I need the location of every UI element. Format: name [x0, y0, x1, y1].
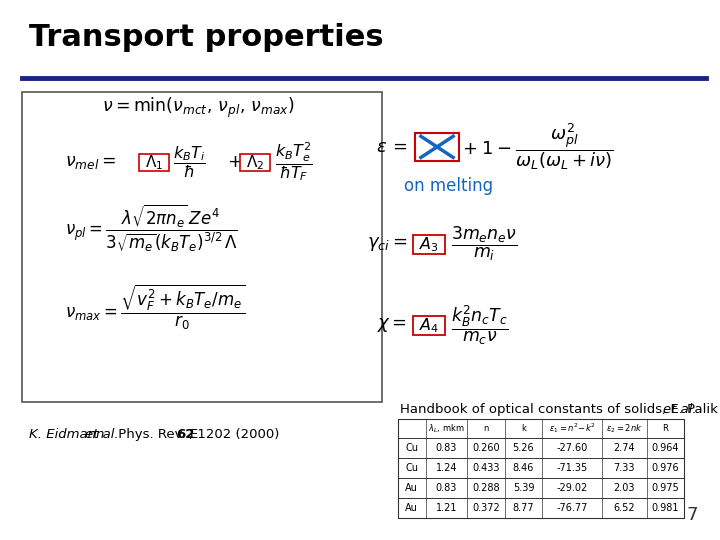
Text: -27.60: -27.60	[557, 443, 588, 454]
FancyBboxPatch shape	[22, 92, 382, 402]
Text: 0.372: 0.372	[472, 503, 500, 514]
Text: $+\; 1 - \dfrac{\omega_{pl}^2}{\omega_L(\omega_L + i\nu)}$: $+\; 1 - \dfrac{\omega_{pl}^2}{\omega_L(…	[462, 122, 614, 172]
FancyBboxPatch shape	[415, 133, 459, 161]
Text: 7: 7	[687, 506, 698, 524]
Text: Cu: Cu	[405, 463, 418, 474]
Text: 1.24: 1.24	[436, 463, 457, 474]
Text: $\varepsilon_2 = 2nk$: $\varepsilon_2 = 2nk$	[606, 422, 642, 435]
Text: $\Lambda_1$: $\Lambda_1$	[145, 153, 163, 172]
Text: Phys. Rev. E: Phys. Rev. E	[114, 428, 202, 441]
Text: 0.433: 0.433	[472, 463, 500, 474]
FancyBboxPatch shape	[139, 154, 169, 171]
Text: k: k	[521, 424, 526, 433]
Text: -71.35: -71.35	[557, 463, 588, 474]
Text: 0.260: 0.260	[472, 443, 500, 454]
Text: 0.83: 0.83	[436, 483, 457, 494]
FancyBboxPatch shape	[413, 316, 445, 335]
Text: -29.02: -29.02	[557, 483, 588, 494]
Text: $A_3$: $A_3$	[419, 235, 439, 254]
Text: 1.21: 1.21	[436, 503, 457, 514]
Text: Au: Au	[405, 483, 418, 494]
Text: 5.26: 5.26	[513, 443, 534, 454]
Text: $\dfrac{k_B^2 n_c T_c}{m_c \nu}$: $\dfrac{k_B^2 n_c T_c}{m_c \nu}$	[451, 303, 508, 347]
Text: Transport properties: Transport properties	[29, 23, 384, 52]
Text: $\dfrac{k_B T_i}{\hbar}$: $\dfrac{k_B T_i}{\hbar}$	[173, 144, 205, 180]
Text: $\varepsilon\, =$: $\varepsilon\, =$	[377, 138, 408, 156]
Text: n: n	[483, 424, 489, 433]
Text: 62: 62	[176, 428, 194, 441]
Text: et al.: et al.	[85, 428, 119, 441]
Text: 0.83: 0.83	[436, 443, 457, 454]
Text: 7.33: 7.33	[613, 463, 635, 474]
Text: $\dfrac{k_B T_e^2}{\hbar T_F}$: $\dfrac{k_B T_e^2}{\hbar T_F}$	[275, 140, 313, 184]
Text: $\nu_{mel} =$: $\nu_{mel} =$	[65, 153, 116, 171]
Text: 0.981: 0.981	[652, 503, 679, 514]
Text: $\gamma_{ci} =$: $\gamma_{ci} =$	[367, 235, 408, 253]
Text: 2.74: 2.74	[613, 443, 635, 454]
Text: K. Eidmann: K. Eidmann	[29, 428, 109, 441]
Text: Au: Au	[405, 503, 418, 514]
FancyBboxPatch shape	[240, 154, 270, 171]
Text: et al.: et al.	[663, 403, 697, 416]
Text: 0.288: 0.288	[472, 483, 500, 494]
Text: 5.39: 5.39	[513, 483, 534, 494]
Text: 6.52: 6.52	[613, 503, 635, 514]
Text: 0.975: 0.975	[652, 483, 679, 494]
FancyBboxPatch shape	[398, 418, 684, 518]
Text: on melting: on melting	[404, 177, 493, 195]
Text: $\nu_{max} = \dfrac{\sqrt{v_F^2 + k_B T_e/m_e}}{r_0}$: $\nu_{max} = \dfrac{\sqrt{v_F^2 + k_B T_…	[65, 283, 245, 333]
Text: $\chi =$: $\chi =$	[377, 316, 408, 334]
Text: Handbook of optical constants of solids, E. Palik: Handbook of optical constants of solids,…	[400, 403, 720, 416]
Text: Cu: Cu	[405, 443, 418, 454]
Text: , 1202 (2000): , 1202 (2000)	[189, 428, 280, 441]
Text: $+$: $+$	[227, 153, 242, 171]
Text: 8.77: 8.77	[513, 503, 534, 514]
Text: $\varepsilon_1 = n^2\!-\!k^2$: $\varepsilon_1 = n^2\!-\!k^2$	[549, 422, 595, 435]
Text: $\nu_{pl} = \dfrac{\lambda\sqrt{2\pi n_e}\, Z e^4}{3\sqrt{m_e}(k_B T_e)^{3/2}\,\: $\nu_{pl} = \dfrac{\lambda\sqrt{2\pi n_e…	[65, 202, 238, 254]
Text: $\lambda_L$, mkm: $\lambda_L$, mkm	[428, 422, 464, 435]
Text: $\nu = \min(\nu_{mct},\, \nu_{pl},\, \nu_{max})$: $\nu = \min(\nu_{mct},\, \nu_{pl},\, \nu…	[102, 96, 294, 120]
Text: $A_4$: $A_4$	[419, 316, 439, 335]
Text: 0.964: 0.964	[652, 443, 679, 454]
Text: R: R	[662, 424, 668, 433]
Text: 8.46: 8.46	[513, 463, 534, 474]
Text: -76.77: -76.77	[557, 503, 588, 514]
FancyBboxPatch shape	[413, 235, 445, 254]
Text: $\dfrac{3m_e n_e \nu}{m_i}$: $\dfrac{3m_e n_e \nu}{m_i}$	[451, 225, 518, 264]
Text: 2.03: 2.03	[613, 483, 635, 494]
Text: 0.976: 0.976	[652, 463, 679, 474]
Text: $\Lambda_2$: $\Lambda_2$	[246, 153, 264, 172]
